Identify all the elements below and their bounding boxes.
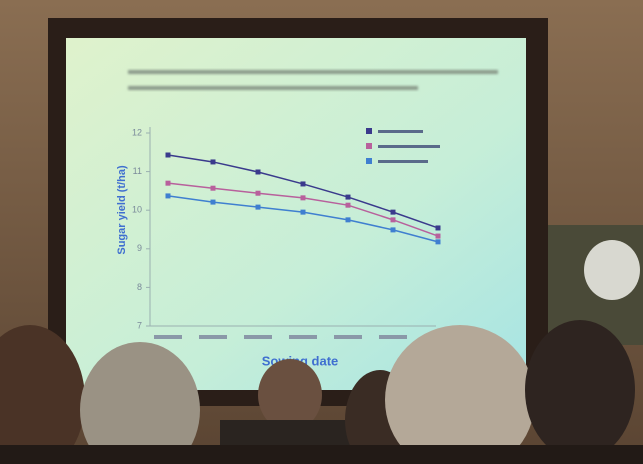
y-tick-label: 12 bbox=[132, 127, 142, 137]
point bbox=[345, 202, 351, 208]
audience bbox=[0, 320, 643, 464]
y-axis-label: Sugar yield (t/ha) bbox=[116, 165, 128, 255]
legend-marker bbox=[366, 143, 372, 149]
poster-graphic bbox=[584, 240, 640, 300]
x-tick-label bbox=[154, 335, 182, 339]
point bbox=[165, 180, 171, 186]
point bbox=[390, 209, 396, 215]
y-tick-label: 10 bbox=[132, 205, 142, 215]
head bbox=[385, 325, 535, 464]
point bbox=[345, 194, 351, 200]
x-tick-label bbox=[244, 335, 272, 339]
point bbox=[435, 239, 441, 245]
head bbox=[525, 320, 635, 460]
x-tick-label bbox=[379, 335, 407, 339]
head bbox=[80, 342, 200, 464]
legend-text bbox=[378, 130, 423, 133]
point bbox=[210, 159, 216, 165]
point bbox=[255, 204, 261, 210]
x-tick-label bbox=[289, 335, 317, 339]
point bbox=[435, 233, 441, 239]
x-tick-label bbox=[334, 335, 362, 339]
point bbox=[210, 185, 216, 191]
point bbox=[390, 227, 396, 233]
head bbox=[0, 325, 85, 464]
x-tick-label bbox=[199, 335, 227, 339]
bullet-line bbox=[128, 70, 498, 74]
legend bbox=[378, 130, 440, 163]
point bbox=[300, 195, 306, 201]
legend-text bbox=[378, 145, 440, 148]
y-tick-label: 9 bbox=[137, 243, 142, 253]
y-tick-label: 8 bbox=[137, 282, 142, 292]
head bbox=[258, 359, 322, 431]
point bbox=[345, 217, 351, 223]
legend-text bbox=[378, 160, 428, 163]
crowd-base bbox=[0, 445, 643, 464]
y-tick-label: 7 bbox=[137, 320, 142, 330]
point bbox=[210, 199, 216, 205]
point bbox=[435, 225, 441, 231]
point bbox=[300, 181, 306, 187]
point bbox=[165, 152, 171, 158]
slide-bullets bbox=[128, 70, 498, 90]
point bbox=[165, 193, 171, 199]
point bbox=[255, 190, 261, 196]
y-tick-label: 11 bbox=[133, 166, 142, 176]
bullet-line bbox=[128, 86, 418, 90]
point bbox=[300, 209, 306, 215]
legend-marker bbox=[366, 128, 372, 134]
point bbox=[255, 169, 261, 175]
legend-marker bbox=[366, 158, 372, 164]
point bbox=[390, 217, 396, 223]
